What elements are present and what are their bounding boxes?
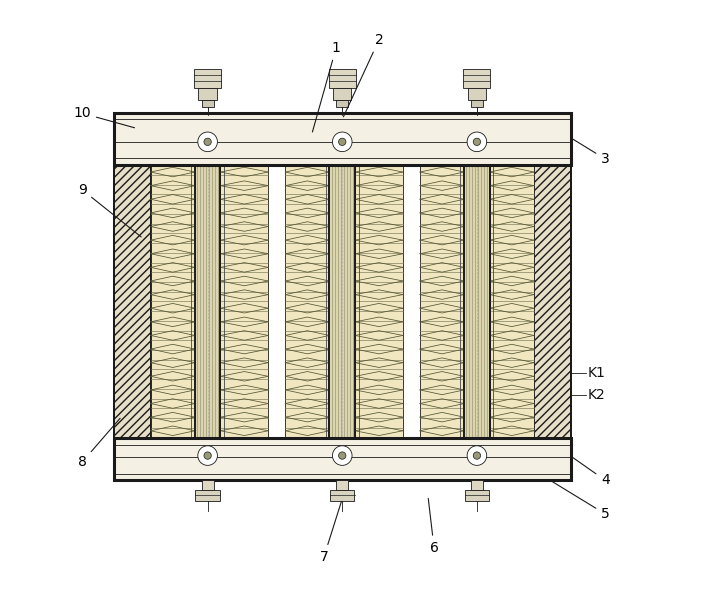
Text: 8: 8: [78, 418, 120, 469]
Bar: [199, 88, 217, 100]
Bar: [114, 113, 571, 165]
Bar: [471, 100, 483, 107]
Circle shape: [467, 446, 486, 465]
Bar: [468, 88, 486, 100]
Bar: [336, 100, 348, 107]
Text: 6: 6: [428, 499, 438, 554]
Text: 3: 3: [573, 139, 610, 166]
Circle shape: [473, 452, 481, 459]
Bar: [490, 165, 534, 438]
Bar: [420, 165, 464, 438]
Circle shape: [204, 138, 211, 146]
Bar: [220, 165, 268, 438]
Text: 10: 10: [73, 106, 135, 128]
Text: 2: 2: [343, 33, 384, 117]
Bar: [464, 490, 489, 501]
Bar: [325, 438, 360, 445]
Circle shape: [473, 138, 481, 146]
Bar: [534, 165, 571, 438]
Bar: [459, 158, 495, 165]
Bar: [464, 165, 490, 438]
Bar: [459, 438, 495, 445]
Bar: [114, 165, 151, 438]
Circle shape: [204, 452, 211, 459]
Text: K2: K2: [588, 388, 605, 401]
Text: 9: 9: [78, 183, 141, 237]
Text: K1: K1: [588, 367, 605, 380]
Circle shape: [198, 132, 218, 152]
Circle shape: [333, 132, 352, 152]
Text: 4: 4: [573, 458, 610, 487]
Text: 1: 1: [313, 41, 340, 132]
Circle shape: [339, 452, 346, 459]
Bar: [330, 490, 354, 501]
Circle shape: [467, 132, 486, 152]
Bar: [114, 165, 151, 438]
Bar: [471, 480, 483, 490]
Bar: [325, 158, 360, 165]
Bar: [201, 100, 213, 107]
Bar: [285, 165, 330, 438]
Bar: [114, 438, 571, 480]
Bar: [355, 165, 403, 438]
Text: 7: 7: [320, 501, 342, 564]
Bar: [201, 480, 213, 490]
Text: 5: 5: [553, 482, 610, 521]
Bar: [195, 165, 220, 438]
Bar: [534, 165, 571, 438]
Bar: [336, 480, 348, 490]
Bar: [333, 88, 352, 100]
Bar: [196, 490, 220, 501]
Circle shape: [339, 138, 346, 146]
Bar: [329, 69, 356, 88]
Circle shape: [333, 446, 352, 465]
Bar: [194, 69, 221, 88]
Bar: [330, 165, 355, 438]
Bar: [151, 165, 195, 438]
Circle shape: [198, 446, 218, 465]
Bar: [464, 69, 491, 88]
Bar: [190, 438, 225, 445]
Bar: [190, 158, 225, 165]
